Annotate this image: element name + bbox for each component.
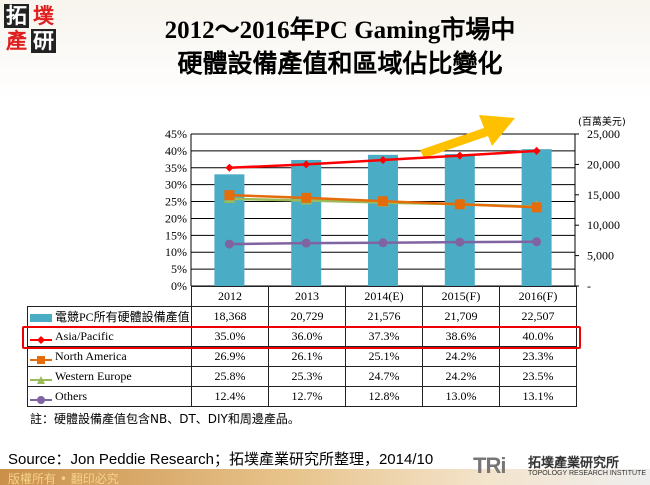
left-axis-tick: 5% [171,262,187,276]
series-label: North America [55,349,127,363]
category-label: 2014(E) [345,286,423,307]
background-texture [0,0,650,100]
right-axis-tick: 15,000 [587,188,620,202]
right-axis-tick: - [587,279,591,293]
data-point [454,199,465,210]
data-point [378,196,388,207]
legend-key-diamond [30,333,52,345]
table-cell: 20,729 [268,306,346,327]
bar [291,159,322,286]
table-cell: 24.7% [345,366,423,387]
table-cell: 18,368 [191,306,269,327]
series-label: Asia/Pacific [55,329,114,343]
table-cell: 23.3% [499,346,577,367]
category-label: 2013 [268,286,346,307]
legend-key-circle [30,393,52,405]
data-point [225,163,234,172]
footnote: 註：硬體設備產值包含NB、DT、DIY和周邊產品。 [30,412,300,426]
tri-logo-en: TOPOLOGY RESEARCH INSTITUTE [528,470,646,477]
table-cell: 25.1% [345,346,423,367]
series-label: 電競PC所有硬體設備產值 [55,310,190,324]
tri-logo-cn: 拓墣產業研究所 [528,456,620,471]
data-point [224,190,235,201]
table-row: North America 26.9% 26.1% 25.1% 24.2% 23… [27,346,577,367]
right-axis-tick: 5,000 [587,249,614,263]
left-axis-tick: 20% [165,211,187,225]
left-axis-tick: 25% [165,195,187,209]
table-cell: 25.3% [268,366,346,387]
table-row: 電競PC所有硬體設備產值 18,368 20,729 21,576 21,709… [27,306,577,327]
table-cell: 23.5% [499,366,577,387]
trend-arrow-icon [420,115,515,158]
table-cell: 12.8% [345,386,423,407]
table-cell: 22,507 [499,306,577,327]
left-axis-tick: 10% [165,245,187,259]
data-point [531,202,542,213]
series-label: Western Europe [55,369,132,383]
tri-logo: TRi [473,453,506,478]
logo-char: 產 [6,29,27,53]
left-axis-tick: 45% [165,127,187,141]
category-label: 2012 [191,286,269,307]
legend-key-square [30,353,52,365]
left-axis-tick: 30% [165,178,187,192]
data-point [301,192,312,203]
bar [444,154,475,286]
data-point [378,238,388,248]
data-point [455,237,465,247]
table-cell: 12.7% [268,386,346,407]
logo-char: 研 [31,29,56,53]
right-axis-tick: 10,000 [587,218,620,232]
series-label: Others [55,389,87,403]
logo-char: 墣 [33,4,54,28]
category-label: 2016(F) [499,286,577,307]
data-table: 2012 2013 2014(E) 2015(F) 2016(F) 電競PC所有… [27,286,577,407]
table-cell: 25.8% [191,366,269,387]
bar [521,149,552,286]
table-cell: 13.0% [422,386,500,407]
data-point [302,160,311,169]
table-header-row: 2012 2013 2014(E) 2015(F) 2016(F) [27,286,577,307]
table-cell: 12.4% [191,386,269,407]
table-cell: 13.1% [499,386,577,407]
left-axis-tick: 15% [165,228,187,242]
data-point [379,156,387,165]
highlight-box [22,326,581,349]
data-point [301,238,311,248]
table-cell: 24.2% [422,346,500,367]
right-axis-tick: 20,000 [587,157,620,171]
logo: 拓 墣 產 研 [4,4,60,54]
footer-band [0,469,650,485]
table-cell: 38.6% [422,326,500,347]
page-title: 2012～2016年PC Gaming市場中 硬體設備產值和區域佔比變化 [120,14,560,82]
table-cell: 24.2% [422,366,500,387]
copyright-text: 版權所有 • 翻印必究 [8,472,119,485]
right-axis-tick: 25,000 [587,127,620,141]
bar [368,154,398,286]
title-line-2: 硬體設備產值和區域佔比變化 [177,51,503,78]
legend-key-triangle [30,373,52,385]
left-axis-tick: 35% [165,161,187,175]
table-cell: 26.9% [191,346,269,367]
data-point [532,146,541,155]
title-line-1: 2012～2016年PC Gaming市場中 [164,17,516,44]
left-axis-tick: 40% [165,144,187,158]
legend-key-bar [30,314,52,323]
logo-char: 拓 [4,4,29,28]
data-point [532,237,542,247]
table-row: Others 12.4% 12.7% 12.8% 13.0% 13.1% [27,386,577,407]
right-axis-unit: (百萬美元) [578,115,626,128]
chart: 0%5%10%15%20%25%30%35%40%45%-5,00010,000… [165,115,626,293]
source-text: Source：Jon Peddie Research；拓墣產業研究所整理，201… [8,451,434,468]
table-row: Western Europe 25.8% 25.3% 24.7% 24.2% 2… [27,366,577,387]
category-label: 2015(F) [422,286,500,307]
table-cell: 21,576 [345,306,423,327]
table-cell: 26.1% [268,346,346,367]
table-cell: 21,709 [422,306,500,327]
data-point [224,239,234,249]
data-point [455,151,464,160]
